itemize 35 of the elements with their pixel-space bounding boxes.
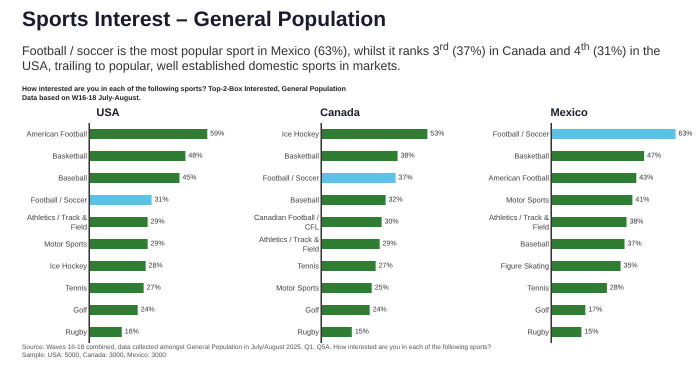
chart-title: Canada: [320, 106, 361, 119]
bar: [552, 195, 632, 205]
bar: [552, 283, 607, 293]
chart-title: Mexico: [550, 106, 588, 119]
bar: [322, 217, 382, 227]
bar: [552, 173, 636, 183]
bar: [90, 173, 180, 183]
bar: [552, 239, 625, 249]
bar: [552, 151, 644, 161]
bar: [322, 129, 428, 139]
chart-title: USA: [96, 106, 120, 119]
bar: [322, 283, 372, 293]
bar: [322, 239, 380, 249]
bar: [552, 217, 626, 227]
bar: [552, 129, 676, 139]
bar: [90, 283, 144, 293]
bar: [90, 217, 148, 227]
bar: [90, 305, 138, 315]
bar: [322, 261, 376, 271]
bar: [90, 151, 186, 161]
bar: [552, 305, 586, 315]
bar: [322, 173, 396, 183]
bar: [552, 261, 621, 271]
text: Sports Interest – General Population: [22, 8, 386, 32]
bar: [90, 261, 146, 271]
bar: [90, 129, 208, 139]
bar: [552, 327, 582, 337]
bar: [322, 305, 370, 315]
text: Football / soccer is the most popular sport in Mexico (63%), whilst it ranks 3$^{rd}$ (37%) in Canada and 4$^{th}$ (31%) in the USA, trailing to popular, well established domestic sports in markets.: [22, 42, 660, 74]
bar: [90, 327, 122, 337]
bar: [322, 195, 386, 205]
bar: [90, 239, 148, 249]
bar: [322, 327, 352, 337]
bar: [322, 151, 398, 161]
bar: [90, 195, 152, 205]
